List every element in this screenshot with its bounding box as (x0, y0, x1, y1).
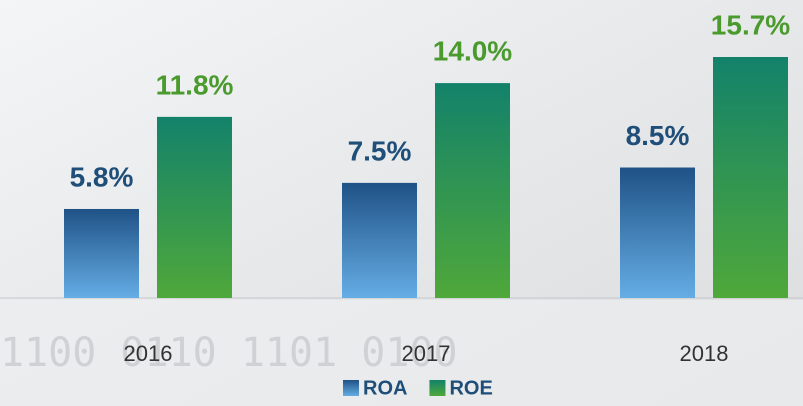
background-band (0, 300, 803, 406)
x-tick-label: 2017 (402, 341, 451, 366)
x-tick-label: 2016 (124, 341, 173, 366)
background-pattern: 1100 0110 1101 0100 (0, 330, 458, 376)
legend-label: ROA (363, 377, 407, 399)
bar (435, 83, 510, 298)
bar (620, 167, 695, 298)
data-label: 8.5% (626, 120, 690, 151)
legend-label: ROE (449, 377, 492, 399)
data-label: 14.0% (433, 35, 512, 66)
bar (64, 208, 139, 298)
data-label: 5.8% (70, 161, 134, 192)
x-tick-label: 2018 (680, 341, 729, 366)
bar (157, 116, 232, 299)
bar (713, 57, 788, 298)
legend-swatch (429, 380, 446, 396)
data-label: 7.5% (348, 135, 412, 166)
legend-swatch (343, 380, 359, 396)
data-label: 11.8% (156, 69, 234, 100)
data-label: 15.7% (711, 9, 790, 40)
bar (342, 182, 417, 298)
